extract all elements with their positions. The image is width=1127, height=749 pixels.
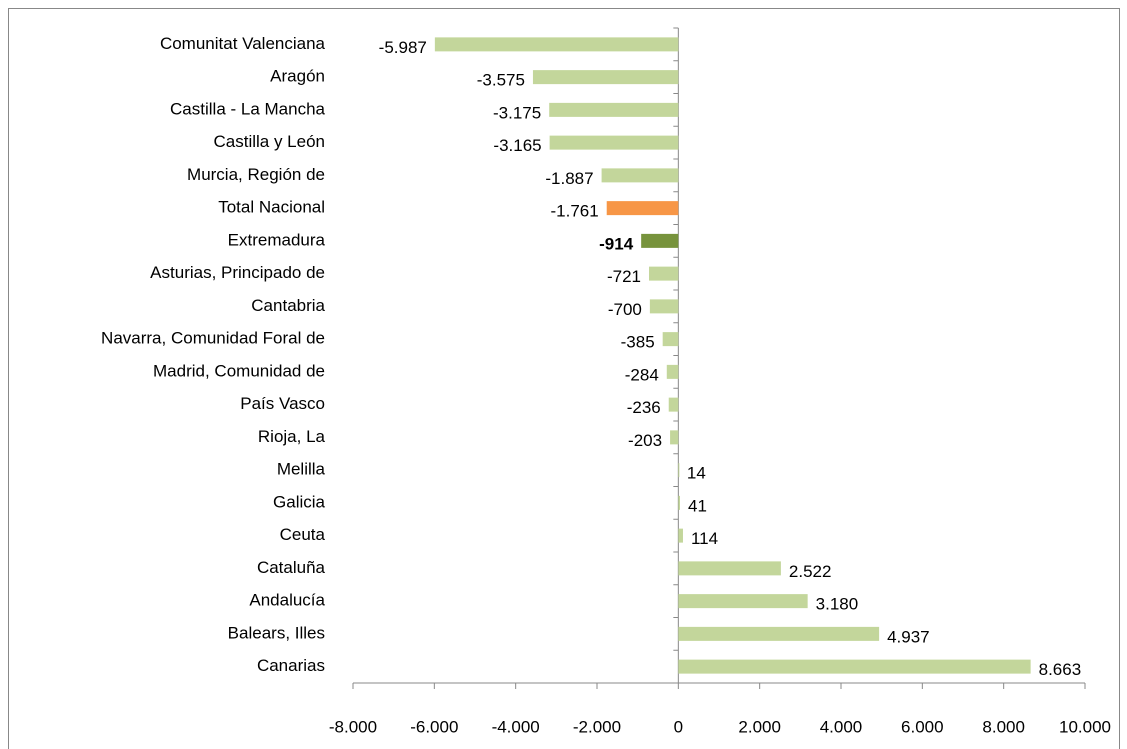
category-label: Madrid, Comunidad de	[153, 361, 325, 380]
value-label: -1.761	[551, 202, 599, 221]
category-label: Castilla - La Mancha	[170, 99, 326, 118]
bar	[678, 659, 1031, 674]
bar	[549, 135, 679, 150]
value-label: 2.522	[789, 562, 832, 581]
category-label: Balears, Illes	[228, 623, 325, 642]
value-label: -1.887	[545, 169, 593, 188]
x-tick-label: 0	[674, 717, 683, 736]
x-tick-label: 8.000	[982, 717, 1025, 736]
value-label: 4.937	[887, 627, 930, 646]
value-label: -284	[625, 365, 659, 384]
value-label: -721	[607, 267, 641, 286]
chart-border	[8, 8, 1120, 749]
category-label: Galicia	[273, 492, 326, 511]
category-label: Melilla	[277, 460, 326, 479]
x-tick-label: -4.000	[492, 717, 540, 736]
bar	[641, 233, 679, 248]
bar	[678, 626, 880, 641]
bar	[434, 37, 679, 52]
value-label: 8.663	[1039, 660, 1082, 679]
category-label: Cataluña	[257, 558, 326, 577]
value-label: -203	[628, 431, 662, 450]
bar	[549, 102, 679, 117]
bar	[601, 168, 679, 183]
category-label: Ceuta	[280, 525, 326, 544]
value-label: 14	[687, 464, 706, 483]
x-tick-label: 2.000	[738, 717, 781, 736]
bar	[678, 495, 681, 510]
category-label: Total Nacional	[218, 198, 325, 217]
bar	[668, 397, 679, 412]
value-label: 114	[691, 529, 718, 548]
bar	[666, 364, 679, 379]
value-label: 3.180	[816, 595, 859, 614]
value-label: -3.165	[493, 136, 541, 155]
category-label: Rioja, La	[258, 427, 326, 446]
value-label: -236	[627, 398, 661, 417]
category-label: País Vasco	[240, 394, 325, 413]
bar	[649, 266, 679, 281]
bar	[670, 430, 679, 445]
category-label: Asturias, Principado de	[150, 263, 325, 282]
bar	[678, 528, 683, 543]
x-tick-label: 4.000	[820, 717, 863, 736]
bar	[678, 463, 680, 478]
category-label: Canarias	[257, 656, 325, 675]
category-label: Navarra, Comunidad Foral de	[101, 329, 325, 348]
x-tick-label: -8.000	[329, 717, 377, 736]
category-label: Extremadura	[228, 230, 326, 249]
category-label: Castilla y León	[213, 132, 325, 151]
x-tick-label: 10.000	[1059, 717, 1111, 736]
x-tick-label: -2.000	[573, 717, 621, 736]
value-label: -700	[608, 300, 642, 319]
category-label: Comunitat Valenciana	[160, 34, 326, 53]
category-label: Aragón	[270, 67, 325, 86]
value-label: -5.987	[379, 38, 427, 57]
value-label: -3.175	[493, 103, 541, 122]
bar	[649, 299, 679, 314]
category-label: Andalucía	[249, 591, 325, 610]
x-tick-label: -6.000	[410, 717, 458, 736]
bar	[662, 332, 679, 347]
value-label: -385	[621, 333, 655, 352]
value-label: -3.575	[477, 71, 525, 90]
value-label: 41	[688, 496, 707, 515]
value-label: -914	[599, 234, 634, 253]
category-label: Murcia, Región de	[187, 165, 325, 184]
category-label: Cantabria	[251, 296, 325, 315]
bar	[678, 594, 808, 609]
bar	[532, 70, 679, 85]
bar	[606, 201, 679, 216]
bar	[678, 561, 781, 576]
x-tick-label: 6.000	[901, 717, 944, 736]
